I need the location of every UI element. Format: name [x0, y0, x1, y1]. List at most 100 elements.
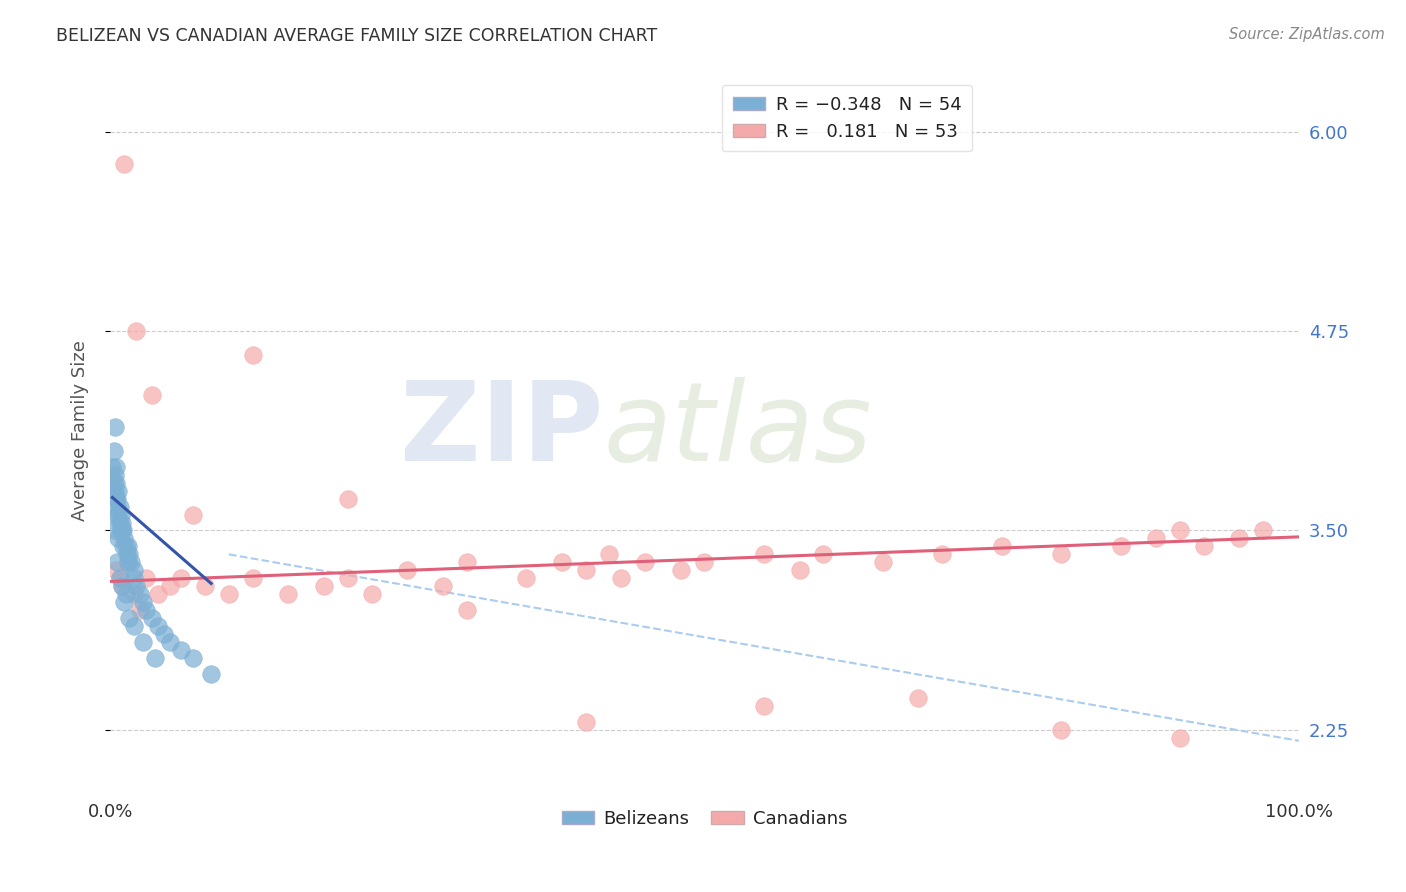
Point: [1251, 524, 1274, 538]
Point: [104, 420, 127, 434]
Point: [200, 666, 222, 681]
Point: [312, 579, 335, 593]
Point: [105, 500, 128, 514]
Point: [170, 571, 193, 585]
Point: [218, 587, 240, 601]
Point: [598, 548, 620, 562]
Point: [105, 459, 128, 474]
Point: [121, 555, 143, 569]
Point: [634, 555, 657, 569]
Point: [105, 555, 128, 569]
Point: [132, 595, 155, 609]
Point: [112, 532, 135, 546]
Point: [141, 388, 163, 402]
Point: [112, 595, 135, 609]
Point: [107, 483, 129, 498]
Point: [336, 491, 359, 506]
Point: [110, 524, 132, 538]
Point: [242, 348, 264, 362]
Point: [110, 524, 132, 538]
Point: [396, 563, 419, 577]
Point: [122, 619, 145, 633]
Point: [872, 555, 894, 569]
Point: [1144, 532, 1167, 546]
Point: [146, 619, 169, 633]
Point: [105, 508, 128, 522]
Point: [105, 563, 128, 577]
Point: [515, 571, 537, 585]
Point: [117, 540, 139, 554]
Point: [103, 524, 125, 538]
Point: [669, 563, 692, 577]
Point: [1192, 540, 1215, 554]
Point: [104, 483, 127, 498]
Point: [125, 579, 148, 593]
Point: [118, 611, 141, 625]
Point: [110, 508, 132, 522]
Point: [1050, 723, 1073, 737]
Point: [813, 548, 835, 562]
Point: [1168, 731, 1191, 745]
Point: [456, 603, 478, 617]
Point: [132, 635, 155, 649]
Point: [118, 548, 141, 562]
Point: [114, 540, 136, 554]
Point: [117, 555, 139, 569]
Point: [105, 475, 128, 490]
Point: [456, 555, 478, 569]
Point: [111, 516, 134, 530]
Point: [114, 587, 136, 601]
Point: [122, 587, 145, 601]
Point: [143, 651, 166, 665]
Point: [115, 548, 138, 562]
Point: [104, 467, 127, 482]
Y-axis label: Average Family Size: Average Family Size: [72, 341, 89, 521]
Point: [1229, 532, 1251, 546]
Point: [752, 548, 775, 562]
Point: [693, 555, 716, 569]
Text: Source: ZipAtlas.com: Source: ZipAtlas.com: [1229, 27, 1385, 42]
Point: [112, 524, 135, 538]
Point: [128, 603, 150, 617]
Point: [111, 579, 134, 593]
Point: [146, 587, 169, 601]
Point: [111, 579, 134, 593]
Point: [105, 491, 128, 506]
Point: [152, 627, 174, 641]
Point: [181, 508, 204, 522]
Point: [108, 500, 131, 514]
Point: [103, 443, 125, 458]
Point: [1050, 548, 1073, 562]
Point: [574, 714, 596, 729]
Point: [990, 540, 1012, 554]
Point: [789, 563, 811, 577]
Point: [277, 587, 299, 601]
Point: [574, 563, 596, 577]
Point: [360, 587, 382, 601]
Point: [752, 698, 775, 713]
Text: atlas: atlas: [603, 377, 872, 484]
Point: [159, 579, 181, 593]
Point: [1168, 524, 1191, 538]
Point: [931, 548, 953, 562]
Point: [1109, 540, 1132, 554]
Point: [112, 540, 135, 554]
Text: BELIZEAN VS CANADIAN AVERAGE FAMILY SIZE CORRELATION CHART: BELIZEAN VS CANADIAN AVERAGE FAMILY SIZE…: [56, 27, 658, 45]
Point: [194, 579, 217, 593]
Text: ZIP: ZIP: [401, 377, 603, 484]
Point: [181, 651, 204, 665]
Point: [170, 643, 193, 657]
Point: [125, 324, 148, 338]
Point: [103, 475, 125, 490]
Point: [117, 555, 139, 569]
Point: [432, 579, 454, 593]
Point: [122, 563, 145, 577]
Point: [610, 571, 633, 585]
Point: [551, 555, 574, 569]
Point: [101, 459, 124, 474]
Point: [108, 516, 131, 530]
Point: [111, 524, 134, 538]
Point: [135, 603, 157, 617]
Point: [135, 571, 157, 585]
Point: [108, 571, 131, 585]
